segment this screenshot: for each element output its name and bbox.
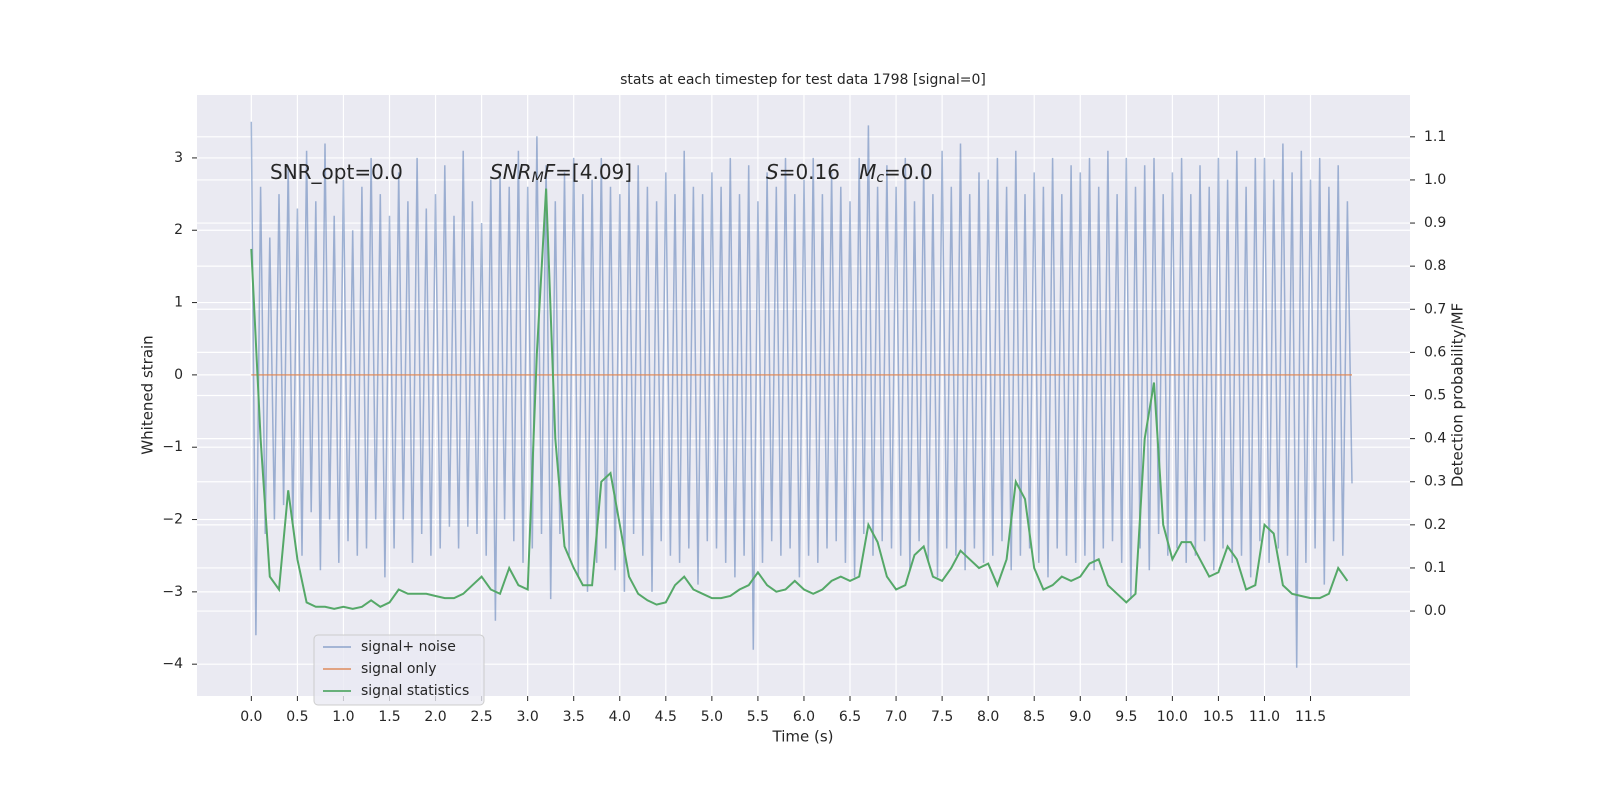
annotation-part: M xyxy=(859,160,876,184)
x-tick-label: 9.5 xyxy=(1115,709,1137,725)
x-tick-label: 10.5 xyxy=(1203,709,1234,725)
annotation-part: M xyxy=(532,170,544,186)
annotation-part: =0.0 xyxy=(884,160,933,184)
x-axis-label: Time (s) xyxy=(772,728,834,746)
y2-tick-label: 0.5 xyxy=(1424,388,1446,404)
x-tick-label: 8.0 xyxy=(977,709,999,725)
annotation: SNRMF=[4.09] xyxy=(490,160,632,187)
annotation-part: SNR xyxy=(490,160,532,184)
x-tick-label: 9.0 xyxy=(1069,709,1091,725)
x-tick-label: 7.0 xyxy=(885,709,907,725)
annotation: SNR_opt=0.0 xyxy=(270,160,403,184)
x-tick-label: 6.0 xyxy=(793,709,815,725)
y-tick-label: −2 xyxy=(162,512,183,528)
y-tick-label: 0 xyxy=(174,367,183,383)
y2-tick-label: 0.9 xyxy=(1424,215,1446,231)
y2-tick-label: 0.0 xyxy=(1424,603,1446,619)
annotation-part: =[4.09] xyxy=(555,160,632,184)
x-tick-label: 4.0 xyxy=(609,709,631,725)
x-tick-label: 7.5 xyxy=(931,709,953,725)
legend-label: signal statistics xyxy=(361,683,469,699)
x-tick-label: 8.5 xyxy=(1023,709,1045,725)
x-tick-label: 1.0 xyxy=(332,709,354,725)
x-tick-label: 2.5 xyxy=(470,709,492,725)
y2-tick-label: 0.7 xyxy=(1424,301,1446,317)
y-tick-label: 3 xyxy=(174,150,183,166)
x-tick-label: 0.0 xyxy=(240,709,262,725)
y-tick-label: −3 xyxy=(162,584,183,600)
y-axis-label: Whitened strain xyxy=(139,335,157,454)
y2-tick-label: 0.6 xyxy=(1424,344,1446,360)
x-tick-label: 11.0 xyxy=(1249,709,1280,725)
y2-tick-label: 1.0 xyxy=(1424,172,1446,188)
y2-tick-label: 0.2 xyxy=(1424,517,1446,533)
y2-tick-label: 0.1 xyxy=(1424,560,1446,576)
series-line xyxy=(250,121,1353,668)
x-tick-label: 11.5 xyxy=(1295,709,1326,725)
y2-axis-label: Detection probability/MF xyxy=(1449,303,1467,487)
legend-label: signal+ noise xyxy=(361,639,456,655)
y-tick-label: 2 xyxy=(174,222,183,238)
annotation-part: =0.16 xyxy=(779,160,859,184)
y2-tick-label: 0.4 xyxy=(1424,431,1446,447)
y2-tick-label: 0.8 xyxy=(1424,258,1446,274)
x-tick-label: 1.5 xyxy=(378,709,400,725)
series-line xyxy=(250,188,1349,610)
x-tick-label: 6.5 xyxy=(839,709,861,725)
annotation: S=0.16 Mc=0.0 xyxy=(766,160,933,187)
annotation-part: SNR_opt=0.0 xyxy=(270,160,403,184)
chart-title: stats at each timestep for test data 179… xyxy=(620,72,986,88)
legend-box xyxy=(313,634,485,706)
x-tick-label: 5.5 xyxy=(747,709,769,725)
x-tick-label: 2.0 xyxy=(424,709,446,725)
legend-label: signal only xyxy=(361,661,436,677)
y2-tick-label: 0.3 xyxy=(1424,474,1446,490)
x-tick-label: 4.5 xyxy=(655,709,677,725)
annotation-part: S xyxy=(766,160,779,184)
x-tick-label: 3.0 xyxy=(517,709,539,725)
y2-tick-label: 1.1 xyxy=(1424,129,1446,145)
annotation-part: c xyxy=(876,170,884,186)
y-tick-label: −4 xyxy=(162,656,183,672)
x-tick-label: 0.5 xyxy=(286,709,308,725)
y-tick-label: 1 xyxy=(174,295,183,311)
annotation-part: F xyxy=(544,160,556,184)
y-tick-label: −1 xyxy=(162,439,183,455)
x-tick-label: 5.0 xyxy=(701,709,723,725)
x-tick-label: 3.5 xyxy=(563,709,585,725)
x-tick-label: 10.0 xyxy=(1157,709,1188,725)
